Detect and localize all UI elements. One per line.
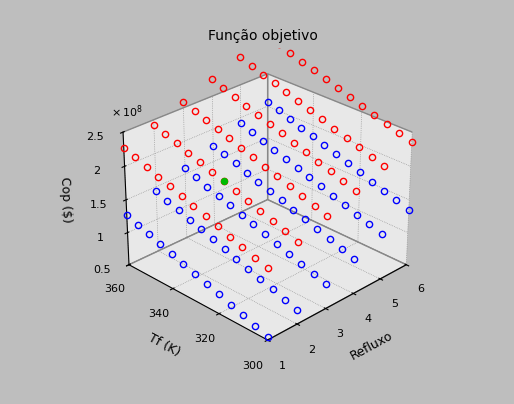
Text: $\times\,10^8$: $\times\,10^8$: [111, 104, 143, 120]
Title: Função objetivo: Função objetivo: [209, 29, 318, 43]
Y-axis label: Tf (K): Tf (K): [146, 332, 182, 359]
X-axis label: Refluxo: Refluxo: [347, 328, 395, 362]
